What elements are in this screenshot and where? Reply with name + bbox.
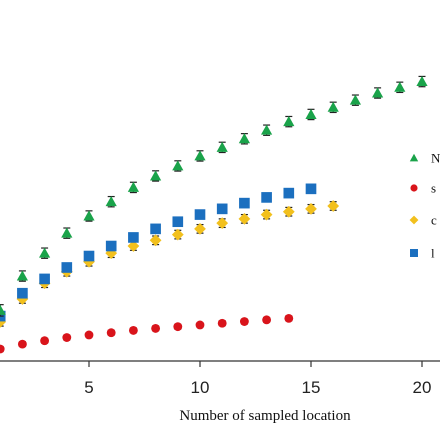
data-point: [61, 262, 73, 273]
data-point: [283, 116, 295, 127]
legend-item: c: [409, 213, 437, 228]
data-point: [194, 209, 206, 220]
series-square: [0, 183, 317, 322]
data-point: [62, 333, 72, 342]
data-point: [238, 212, 251, 225]
data-point: [283, 187, 295, 199]
data-point: [194, 150, 206, 161]
legend-item: l: [410, 246, 435, 261]
data-point: [195, 320, 205, 330]
data-point: [216, 141, 228, 152]
data-point: [39, 247, 51, 258]
data-point: [349, 94, 361, 105]
data-point: [171, 228, 184, 241]
data-point: [16, 270, 28, 281]
data-point: [17, 339, 27, 349]
plot-area: [0, 75, 428, 354]
data-point: [0, 304, 6, 315]
data-point: [106, 328, 116, 338]
series-circle: [0, 313, 294, 354]
x-tick-label: 10: [191, 378, 210, 397]
data-point: [61, 227, 73, 238]
data-point: [0, 344, 5, 354]
data-point: [84, 330, 94, 340]
data-point: [127, 181, 139, 192]
data-point: [194, 222, 206, 235]
data-point: [150, 170, 162, 181]
legend-label: N: [431, 151, 440, 166]
x-tick-label: 15: [302, 378, 321, 397]
data-point: [305, 183, 317, 195]
data-point: [305, 202, 317, 215]
data-point: [127, 240, 140, 252]
data-point: [105, 196, 117, 207]
data-point: [39, 273, 50, 285]
data-point: [216, 203, 228, 215]
data-point: [128, 325, 138, 335]
data-point: [149, 234, 162, 247]
data-point: [305, 108, 317, 119]
data-point: [150, 223, 161, 235]
data-point: [238, 133, 250, 144]
x-axis-title: Number of sampled location: [179, 408, 351, 424]
legend-label: c: [431, 213, 437, 228]
series-diamond: [0, 200, 340, 328]
data-point: [262, 315, 272, 325]
data-point: [239, 197, 250, 209]
legend-marker: [410, 249, 418, 257]
data-point: [17, 287, 28, 299]
data-point: [217, 318, 227, 328]
data-point: [83, 255, 95, 268]
data-point: [40, 336, 50, 346]
data-point: [261, 124, 273, 135]
series-triangle: [0, 75, 428, 317]
x-tick-label: 20: [413, 378, 432, 397]
data-point: [284, 313, 294, 323]
data-point: [173, 322, 183, 332]
data-point: [327, 200, 340, 212]
data-point: [105, 240, 117, 252]
data-point: [394, 81, 406, 92]
data-point: [239, 317, 249, 326]
data-point: [83, 250, 95, 262]
legend-marker: [409, 215, 419, 225]
data-point: [83, 210, 95, 221]
legend-item: N: [409, 151, 440, 166]
data-point: [216, 217, 229, 230]
data-point: [327, 101, 339, 112]
data-point: [172, 160, 184, 171]
data-point: [151, 323, 161, 333]
data-point: [261, 192, 272, 203]
data-point: [172, 216, 184, 228]
legend-label: l: [431, 246, 435, 261]
legend-marker: [409, 153, 419, 162]
legend-label: s: [431, 181, 436, 196]
data-point: [282, 205, 295, 218]
data-point: [260, 208, 273, 221]
data-point: [128, 232, 139, 243]
x-axis-ticks: 5 10 15 20: [84, 361, 431, 397]
data-point: [372, 87, 384, 98]
data-point: [416, 75, 428, 87]
x-tick-label: 5: [84, 378, 93, 397]
legend-item: s: [410, 181, 436, 196]
legend: Ns c l: [409, 151, 440, 261]
legend-marker: [410, 184, 418, 192]
